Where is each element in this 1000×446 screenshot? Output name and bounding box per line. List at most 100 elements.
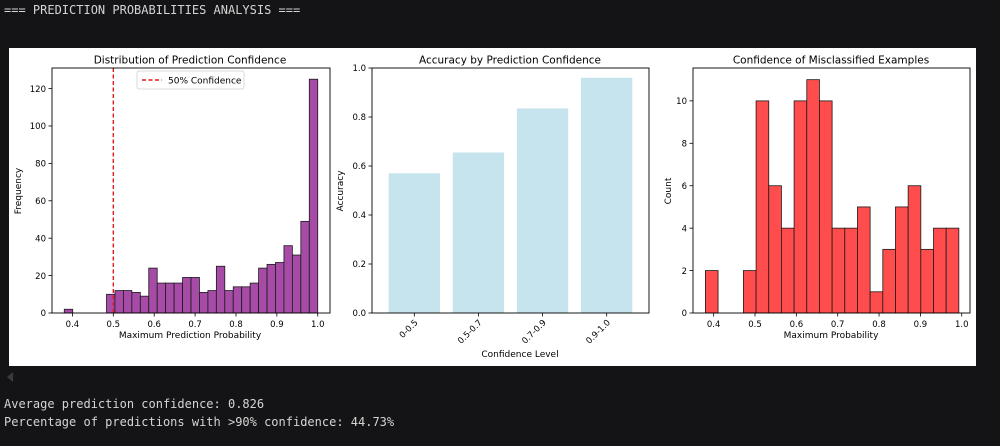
x-tick-label: 0-0.5 bbox=[398, 318, 421, 341]
histogram-bar bbox=[819, 100, 833, 314]
x-tick-label: 0.8 bbox=[229, 320, 243, 330]
chart-title: Accuracy by Prediction Confidence bbox=[419, 55, 601, 67]
histogram-bar bbox=[933, 227, 947, 314]
chart-title: Distribution of Prediction Confidence bbox=[94, 55, 287, 67]
histogram-bar bbox=[768, 185, 782, 314]
y-tick-label: 0 bbox=[41, 309, 46, 319]
histogram-bar bbox=[156, 282, 167, 314]
scroll-left-arrow-icon[interactable] bbox=[7, 372, 13, 382]
histogram-bar bbox=[755, 100, 770, 314]
y-axis-label: Accuracy bbox=[336, 170, 346, 212]
y-tick-label: 0.0 bbox=[352, 309, 366, 319]
chart-title: Confidence of Misclassified Examples bbox=[733, 55, 929, 67]
histogram-bar bbox=[831, 227, 846, 314]
x-tick-label: 0.7 bbox=[188, 320, 202, 330]
x-tick-label: 0.4 bbox=[707, 320, 721, 330]
y-tick-label: 80 bbox=[35, 160, 46, 170]
x-tick-label: 0.9-1.0 bbox=[584, 318, 612, 346]
y-tick-label: 10 bbox=[676, 97, 687, 107]
y-tick-label: 60 bbox=[35, 197, 46, 207]
histogram-bar bbox=[165, 282, 175, 314]
x-tick-label: 1.0 bbox=[311, 320, 325, 330]
y-tick-label: 0.4 bbox=[352, 211, 366, 221]
y-tick-label: 1.0 bbox=[352, 64, 366, 74]
histogram-bar bbox=[308, 78, 319, 314]
x-tick-label: 0.8 bbox=[872, 320, 886, 330]
histogram-bar bbox=[291, 254, 302, 314]
histogram-bar bbox=[232, 286, 243, 314]
axes-frame bbox=[692, 67, 971, 314]
histogram-bar bbox=[241, 286, 251, 314]
histogram-bar bbox=[844, 227, 858, 314]
accuracy-bar bbox=[452, 152, 505, 313]
x-tick-label: 0.7-0.9 bbox=[520, 318, 548, 346]
figure-panel: Distribution of Prediction Confidence Ma… bbox=[9, 48, 976, 366]
histogram-bar bbox=[63, 308, 74, 314]
histogram-bar bbox=[869, 291, 884, 314]
histogram-bar bbox=[275, 262, 285, 314]
y-axis-label: Frequency bbox=[14, 167, 24, 214]
x-tick-label: 0.6 bbox=[147, 320, 161, 330]
console-header: === PREDICTION PROBABILITIES ANALYSIS ==… bbox=[4, 3, 301, 17]
x-tick-label: 0.5 bbox=[748, 320, 762, 330]
y-tick-label: 0.8 bbox=[352, 113, 366, 123]
legend: 50% Confidence bbox=[136, 70, 245, 90]
y-tick-label: 8 bbox=[682, 140, 687, 150]
histogram-bar bbox=[793, 100, 808, 314]
x-tick-label: 0.5 bbox=[107, 320, 121, 330]
chart-misclassified-confidence: Confidence of Misclassified Examples Max… bbox=[664, 55, 971, 341]
histogram-bar bbox=[190, 277, 200, 314]
histogram-bar bbox=[258, 267, 268, 314]
histogram-bar bbox=[249, 282, 259, 314]
y-tick-label: 0 bbox=[682, 309, 687, 319]
histogram-bar bbox=[920, 248, 934, 314]
histogram-bar bbox=[266, 263, 276, 314]
histogram-bar bbox=[806, 79, 820, 314]
accuracy-bar bbox=[581, 77, 633, 313]
x-tick-label: 0.4 bbox=[66, 320, 80, 330]
histogram-bar bbox=[283, 245, 293, 314]
x-axis-label: Confidence Level bbox=[481, 350, 558, 360]
histogram-bar bbox=[148, 267, 158, 314]
x-tick-label: 1.0 bbox=[955, 320, 969, 330]
y-axis-label: Count bbox=[664, 177, 674, 204]
histogram-bar bbox=[907, 185, 922, 314]
y-tick-label: 120 bbox=[30, 85, 46, 95]
accuracy-bar bbox=[388, 173, 440, 313]
x-axis-label: Maximum Prediction Probability bbox=[119, 331, 262, 341]
histogram-bar bbox=[131, 292, 141, 314]
high-confidence-percentage-output: Percentage of predictions with >90% conf… bbox=[4, 415, 395, 429]
x-tick-label: 0.7 bbox=[831, 320, 845, 330]
accuracy-bar bbox=[516, 108, 569, 313]
histogram-bar bbox=[224, 290, 234, 314]
histogram-bar bbox=[857, 206, 871, 314]
histogram-bar bbox=[207, 290, 217, 314]
x-tick-label: 0.6 bbox=[790, 320, 804, 330]
histogram-bar bbox=[895, 206, 909, 314]
histogram-bar bbox=[781, 227, 795, 314]
y-tick-label: 0.6 bbox=[352, 162, 366, 172]
axes-frame bbox=[371, 67, 650, 314]
histogram-bar bbox=[173, 282, 183, 314]
y-tick-label: 100 bbox=[30, 122, 46, 132]
average-confidence-output: Average prediction confidence: 0.826 bbox=[4, 397, 265, 411]
histogram-bar bbox=[705, 270, 719, 314]
charts-figure: Distribution of Prediction Confidence Ma… bbox=[14, 55, 971, 360]
legend-box bbox=[136, 70, 245, 90]
histogram-bar bbox=[215, 265, 226, 314]
histogram-bar bbox=[743, 270, 757, 314]
x-tick-label: 0.5-0.7 bbox=[456, 318, 484, 346]
y-tick-label: 20 bbox=[35, 272, 46, 282]
histogram-bar bbox=[114, 290, 124, 314]
histogram-bar bbox=[300, 220, 310, 314]
y-tick-label: 2 bbox=[682, 267, 687, 277]
legend-label: 50% Confidence bbox=[168, 77, 242, 87]
chart-confidence-distribution: Distribution of Prediction Confidence Ma… bbox=[14, 55, 331, 341]
y-tick-label: 40 bbox=[35, 234, 46, 244]
histogram-bar bbox=[123, 290, 133, 314]
chart-accuracy-by-confidence: Accuracy by Prediction Confidence Confid… bbox=[336, 55, 650, 360]
histogram-bar bbox=[945, 227, 960, 314]
y-tick-label: 4 bbox=[682, 224, 687, 234]
histogram-bar bbox=[139, 295, 150, 314]
histogram-bar bbox=[182, 277, 192, 314]
